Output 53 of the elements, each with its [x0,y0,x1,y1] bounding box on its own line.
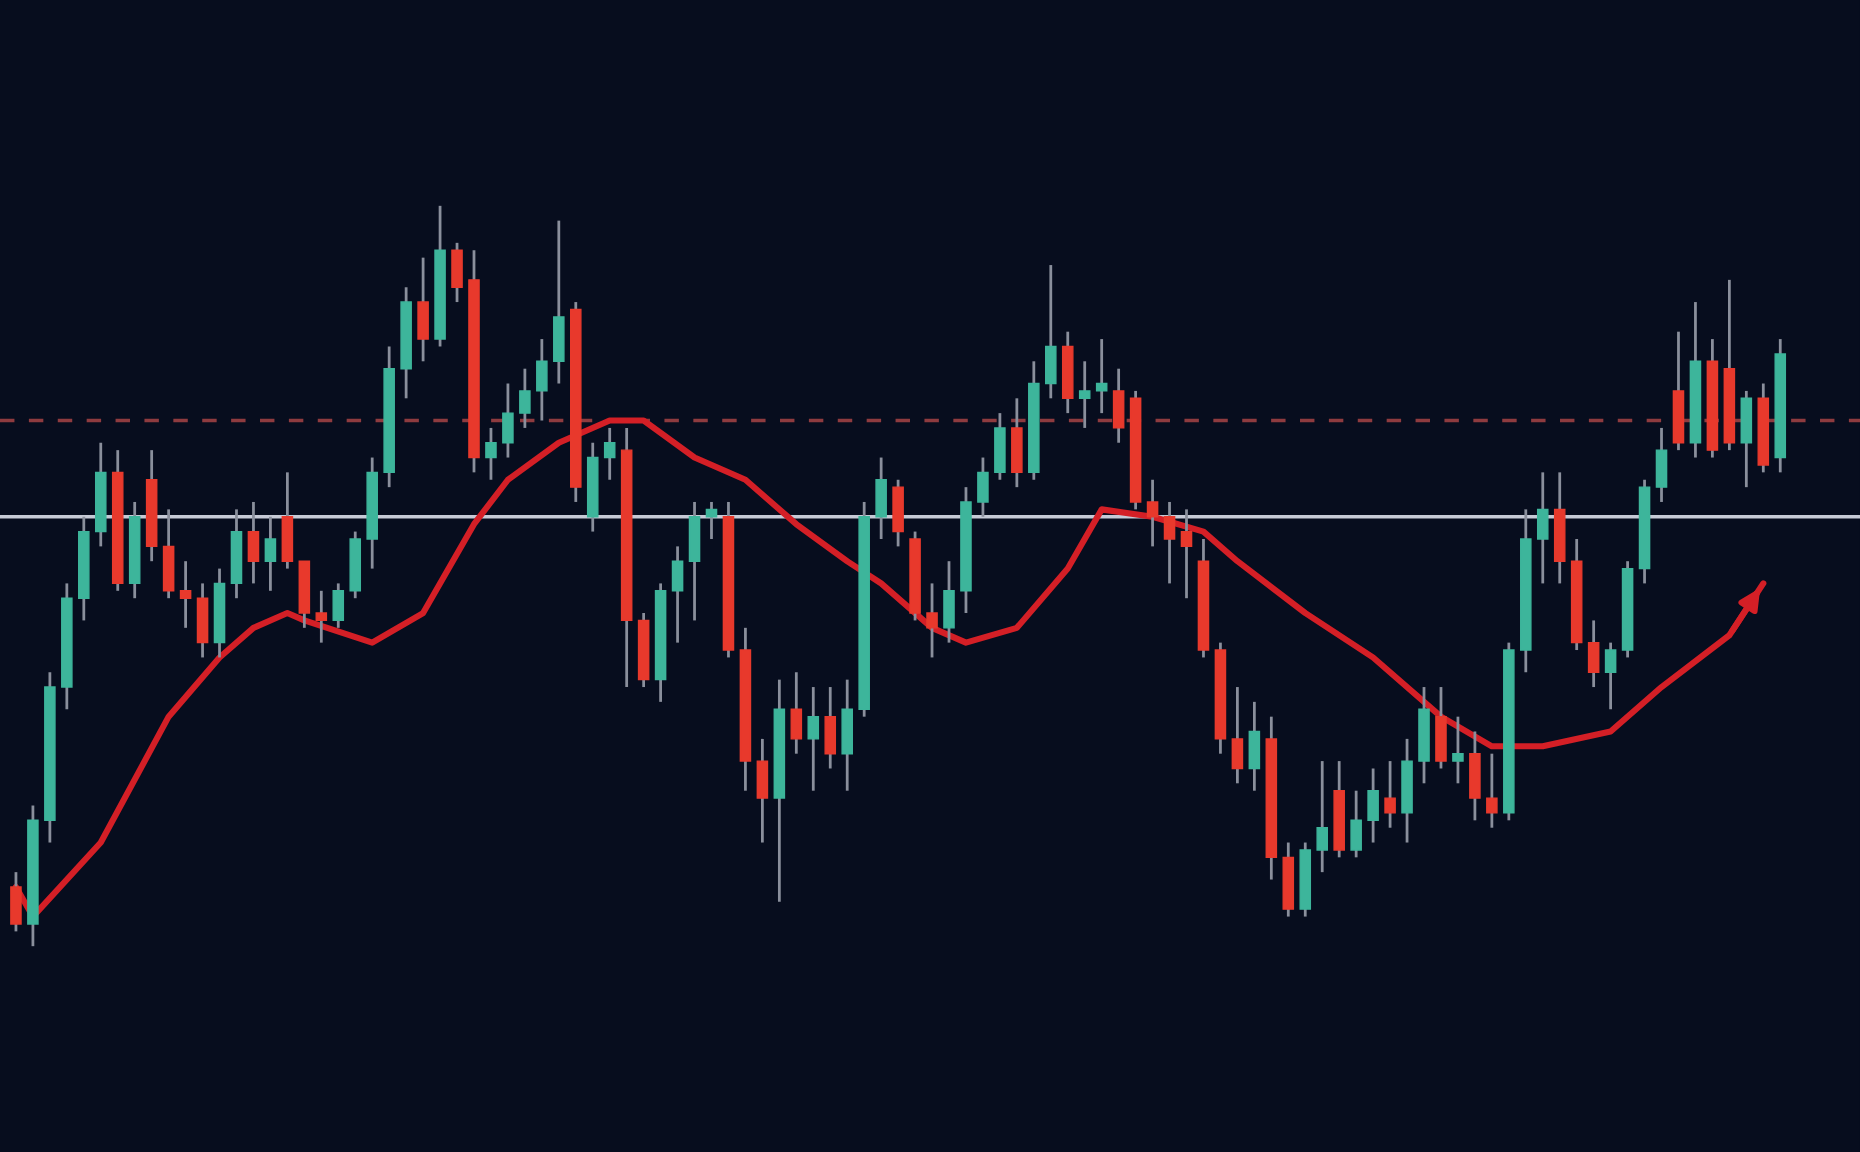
candlestick [1655,426,1668,504]
candlestick [1180,507,1193,600]
candlestick [994,411,1006,482]
candlestick [926,582,938,659]
candlestick [315,589,328,645]
candlestick [892,478,904,548]
candlestick [162,507,175,600]
candlestick [875,456,887,541]
candlestick [688,500,701,622]
candlestick [1011,396,1023,489]
candlestick [790,670,803,756]
candlestick [1604,641,1617,711]
candlestick [671,545,684,645]
candlestick [1248,700,1261,793]
candlestick [264,515,277,593]
candlestick [824,685,837,770]
candlestick [977,456,989,519]
candlestick [179,559,192,630]
candlestick [1486,752,1498,830]
candlestick [1112,367,1125,445]
candlestick [1163,500,1176,585]
candlestick [603,426,616,482]
candlestick [1435,685,1447,770]
candlestick [485,426,497,482]
candlestick [1095,337,1108,415]
candlestick [1452,715,1464,785]
candlestick [417,256,429,363]
candlestick [1740,389,1753,489]
candlestick [807,685,820,793]
candlestick [281,470,294,570]
candlestick [1146,478,1159,548]
candlestick [553,219,565,385]
candlestick [943,559,955,645]
candlestick [1350,789,1362,859]
candlestick [1316,759,1329,874]
candlestick [841,678,853,793]
candlestick [1587,619,1600,689]
candlestick [536,337,548,422]
candlestick [1384,759,1396,830]
candlestick [451,241,463,304]
candlestick [502,382,514,459]
candlestick [1536,470,1549,585]
candlestick [1078,359,1091,430]
candlestick [10,870,22,933]
candlestick [196,582,209,659]
candlestick [247,500,260,585]
candlestick [519,367,531,430]
candlestick [756,737,769,844]
candlestick [1231,685,1244,785]
candlestick [1469,730,1481,822]
candlestick [1045,263,1057,400]
candlestick [1367,767,1379,844]
candlestick [332,582,345,630]
